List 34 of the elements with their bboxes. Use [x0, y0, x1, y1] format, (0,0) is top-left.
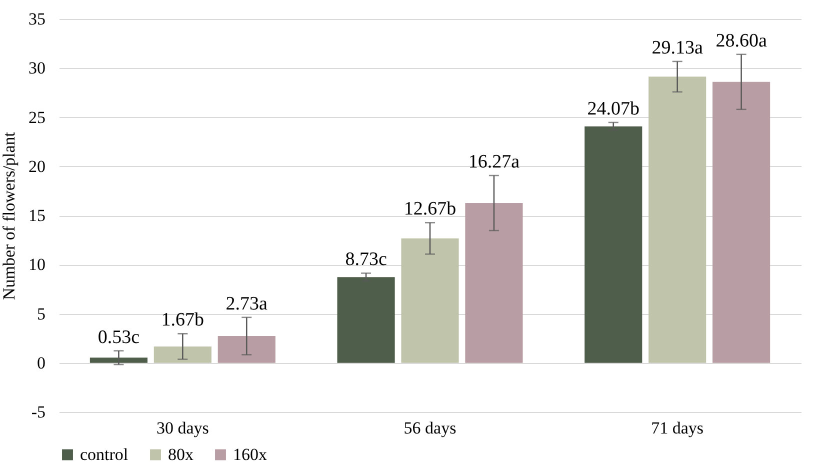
y-tick-label: 10 — [28, 255, 46, 274]
data-label: 24.07b — [587, 98, 640, 120]
data-label: 8.73c — [345, 249, 387, 270]
bar — [465, 203, 523, 363]
bar — [401, 238, 459, 363]
y-tick-label: 20 — [28, 156, 46, 176]
y-tick-label: 0 — [37, 353, 46, 372]
legend-label: control — [80, 444, 128, 462]
x-tick-label: 71 days — [651, 418, 704, 438]
bar — [154, 346, 212, 363]
y-tick-label: 5 — [37, 304, 46, 324]
x-tick-label: 56 days — [404, 418, 456, 438]
bar — [90, 358, 148, 363]
x-tick-label: 30 days — [156, 418, 209, 438]
legend-label: 160x — [233, 444, 268, 462]
bar — [648, 76, 706, 363]
bar — [337, 277, 395, 363]
bar — [218, 336, 276, 363]
y-axis-title: Number of flowers/plant — [0, 132, 18, 300]
data-label: 2.73a — [226, 293, 268, 314]
bar — [712, 82, 770, 363]
data-label: 28.60a — [716, 30, 768, 52]
data-label: 29.13a — [652, 37, 704, 58]
data-label: 1.67b — [161, 310, 204, 331]
data-label: 0.53c — [98, 326, 140, 348]
data-label: 12.67b — [404, 198, 456, 220]
y-tick-label: 30 — [28, 58, 46, 78]
data-label: 16.27a — [468, 152, 520, 173]
bar — [584, 126, 642, 363]
y-tick-label: 35 — [28, 10, 46, 28]
legend-label: 80x — [168, 444, 194, 462]
y-tick-label: 15 — [28, 206, 46, 225]
y-tick-label: -5 — [31, 402, 46, 422]
y-tick-label: 25 — [28, 108, 46, 127]
